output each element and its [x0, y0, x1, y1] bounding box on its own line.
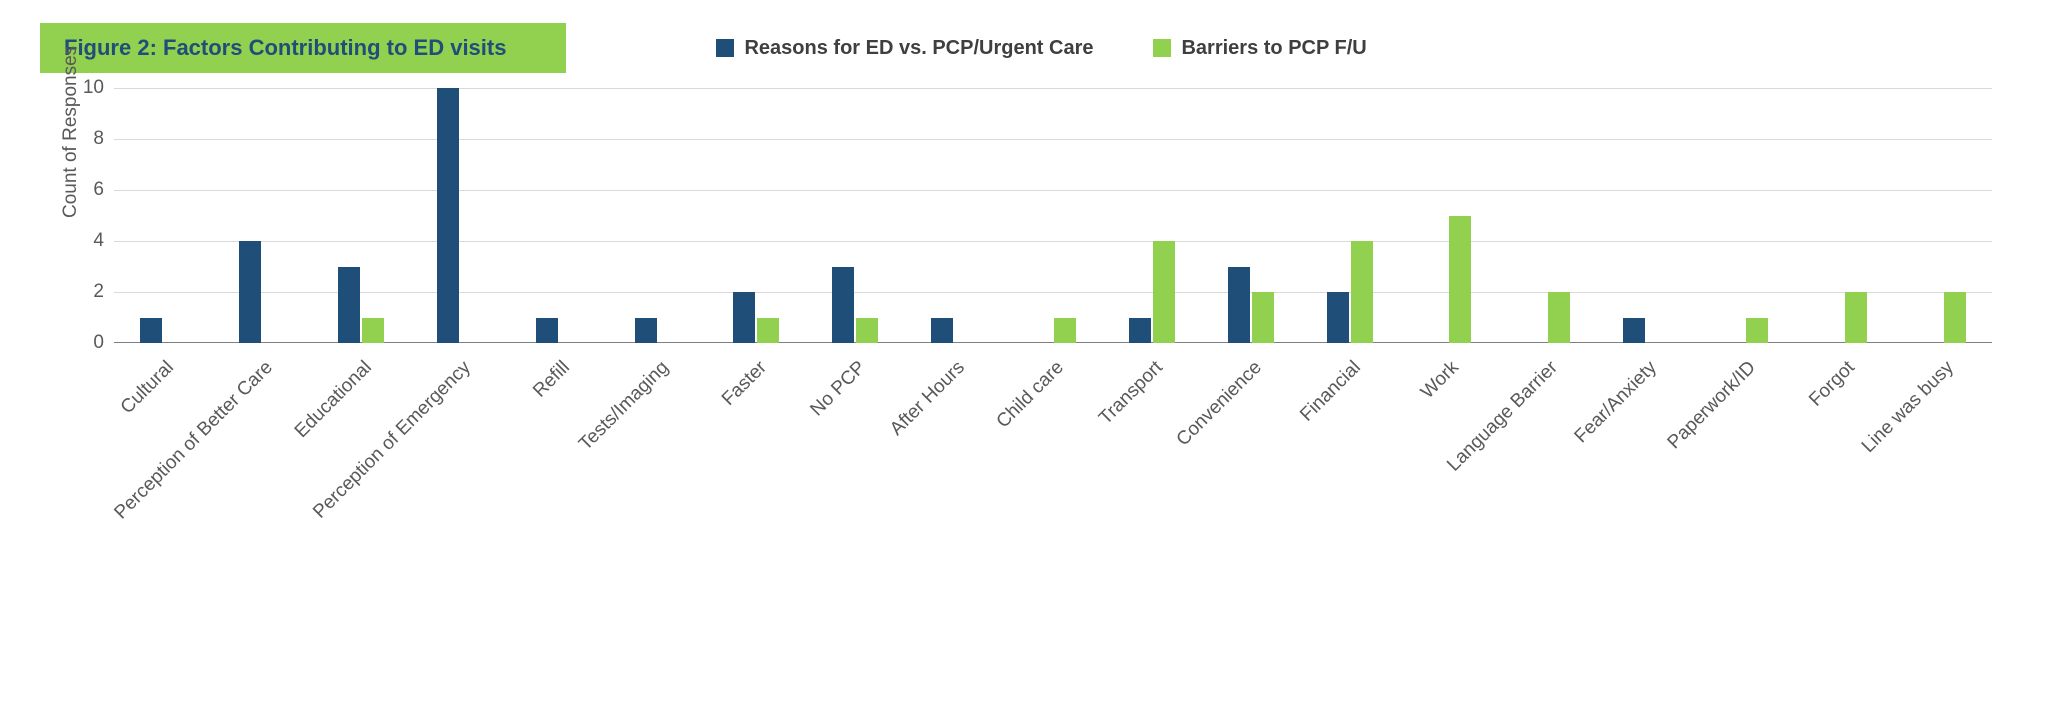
x-tick-label: Refill [529, 357, 574, 402]
bars-row: CulturalPerception of Better CareEducati… [114, 88, 1992, 343]
x-tick-label: Financial [1296, 357, 1365, 426]
bar [1228, 267, 1250, 344]
bar [1252, 292, 1274, 343]
category-slot: Line was busy [1893, 88, 1992, 343]
x-tick-label: Line was busy [1857, 357, 1958, 458]
category-slot: Work [1399, 88, 1498, 343]
bar [338, 267, 360, 344]
category-slot: Financial [1300, 88, 1399, 343]
x-tick-label: Perception of Emergency [309, 357, 475, 523]
x-tick-label: After Hours [886, 357, 970, 441]
x-tick-label: Language Barrier [1443, 357, 1562, 476]
bar [1746, 318, 1768, 344]
x-tick-label: Convenience [1172, 357, 1266, 451]
legend-item-1: Barriers to PCP F/U [1153, 37, 1366, 60]
bar [931, 318, 953, 344]
x-tick-label: No PCP [807, 357, 871, 421]
bar [1449, 216, 1471, 344]
bar [362, 318, 384, 344]
header-row: Figure 2: Factors Contributing to ED vis… [40, 20, 2012, 76]
bar [536, 318, 558, 344]
x-tick-label: Tests/Imaging [575, 357, 673, 455]
bar [1944, 292, 1966, 343]
y-tick-label: 8 [56, 128, 104, 150]
bar [1351, 241, 1373, 343]
legend: Reasons for ED vs. PCP/Urgent Care Barrie… [716, 37, 1366, 60]
figure-title: Figure 2: Factors Contributing to ED vis… [40, 23, 566, 73]
bar [832, 267, 854, 344]
bar [1327, 292, 1349, 343]
bar [1129, 318, 1151, 344]
bar [1845, 292, 1867, 343]
legend-swatch-0 [716, 39, 734, 57]
chart-plot-area: 0246810CulturalPerception of Better Care… [114, 88, 1992, 343]
category-slot: Transport [1102, 88, 1201, 343]
category-slot: Faster [707, 88, 806, 343]
category-slot: Cultural [114, 88, 213, 343]
category-slot: Language Barrier [1498, 88, 1597, 343]
legend-label-1: Barriers to PCP F/U [1181, 37, 1366, 60]
y-tick-label: 4 [56, 230, 104, 252]
bar [1623, 318, 1645, 344]
bar [856, 318, 878, 344]
y-tick-label: 2 [56, 281, 104, 303]
y-tick-label: 0 [56, 332, 104, 354]
x-tick-label: Cultural [117, 357, 179, 419]
x-tick-label: Educational [291, 357, 377, 443]
category-slot: Educational [312, 88, 411, 343]
category-slot: Convenience [1201, 88, 1300, 343]
category-slot: Forgot [1794, 88, 1893, 343]
bar [757, 318, 779, 344]
category-slot: No PCP [806, 88, 905, 343]
category-slot: After Hours [905, 88, 1004, 343]
bar [635, 318, 657, 344]
category-slot: Perception of Emergency [411, 88, 510, 343]
category-slot: Child care [1004, 88, 1103, 343]
bar [437, 88, 459, 343]
legend-swatch-1 [1153, 39, 1171, 57]
category-slot: Refill [509, 88, 608, 343]
x-tick-label: Child care [993, 357, 1069, 433]
x-tick-label: Fear/Anxiety [1571, 357, 1662, 448]
category-slot: Perception of Better Care [213, 88, 312, 343]
bar [140, 318, 162, 344]
bar [1153, 241, 1175, 343]
bar [733, 292, 755, 343]
legend-item-0: Reasons for ED vs. PCP/Urgent Care [716, 37, 1093, 60]
bar [1054, 318, 1076, 344]
legend-label-0: Reasons for ED vs. PCP/Urgent Care [744, 37, 1093, 60]
x-tick-label: Paperwork/ID [1664, 357, 1761, 454]
y-tick-label: 10 [56, 77, 104, 99]
category-slot: Paperwork/ID [1696, 88, 1795, 343]
figure-container: Figure 2: Factors Contributing to ED vis… [0, 0, 2052, 706]
bar [1548, 292, 1570, 343]
category-slot: Fear/Anxiety [1597, 88, 1696, 343]
x-tick-label: Transport [1095, 357, 1168, 430]
plot: 0246810CulturalPerception of Better Care… [114, 88, 1992, 343]
x-tick-label: Faster [718, 357, 772, 411]
x-tick-label: Perception of Better Care [111, 357, 278, 524]
category-slot: Tests/Imaging [608, 88, 707, 343]
x-tick-label: Forgot [1805, 357, 1859, 411]
bar [239, 241, 261, 343]
x-tick-label: Work [1417, 357, 1464, 404]
y-tick-label: 6 [56, 179, 104, 201]
